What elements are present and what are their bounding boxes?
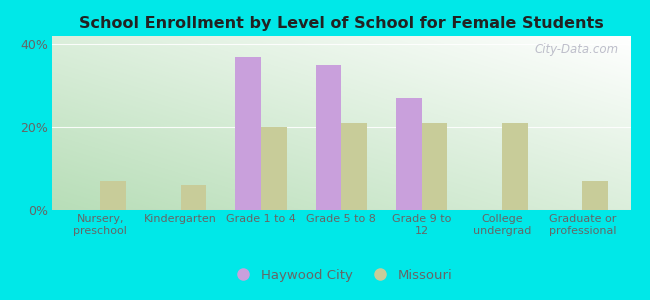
Text: City-Data.com: City-Data.com	[535, 43, 619, 56]
Bar	[181, 185, 206, 210]
Bar	[235, 57, 261, 210]
Bar	[502, 123, 528, 210]
Bar	[261, 127, 287, 210]
Bar	[422, 123, 447, 210]
Bar	[100, 181, 126, 210]
Legend: Haywood City, Missouri: Haywood City, Missouri	[224, 263, 458, 287]
Title: School Enrollment by Level of School for Female Students: School Enrollment by Level of School for…	[79, 16, 604, 31]
Bar	[315, 65, 341, 210]
Bar	[341, 123, 367, 210]
Bar	[396, 98, 422, 210]
Bar	[582, 181, 608, 210]
